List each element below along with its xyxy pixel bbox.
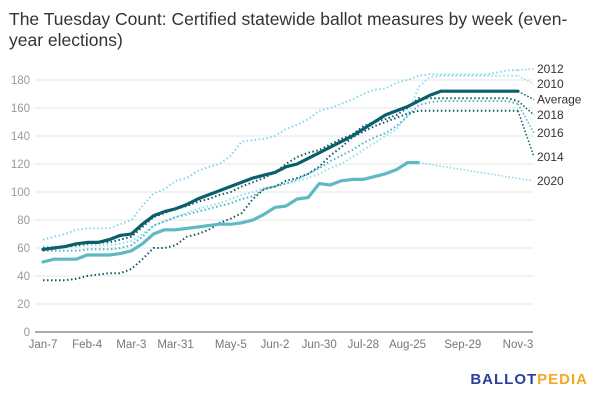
x-tick-label: Jun-2 <box>261 339 290 351</box>
x-tick-label: Sep-29 <box>444 339 481 351</box>
y-tick-label: 100 <box>11 187 30 199</box>
x-tick-label: Nov-3 <box>503 339 534 351</box>
y-tick-label: 180 <box>11 75 30 87</box>
series-line-2012 <box>42 69 518 241</box>
series-line-2010 <box>43 74 518 248</box>
x-tick-label: Jun-30 <box>302 339 337 351</box>
series-connector-average <box>517 90 535 101</box>
x-tick-label: Jan-7 <box>29 339 58 351</box>
x-tick-label: Feb-4 <box>72 339 103 351</box>
series-line-average <box>41 89 520 251</box>
series-projection-2020 <box>418 161 534 182</box>
y-tick-label: 160 <box>11 103 30 115</box>
series-connector-2010 <box>517 75 535 85</box>
y-tick-label: 20 <box>17 299 30 311</box>
logo-part-ballot: BALLOT <box>470 371 538 388</box>
x-tick-label: Aug-25 <box>389 339 426 351</box>
series-line-2018 <box>43 97 519 249</box>
x-tick-label: Mar-3 <box>116 339 146 351</box>
y-tick-label: 40 <box>17 271 30 283</box>
logo-part-pedia: PEDIA <box>537 371 588 388</box>
series-label-2016: 2016 <box>537 126 564 140</box>
y-tick-label: 0 <box>24 327 30 339</box>
series-line-2020 <box>41 161 421 264</box>
series-line-2016 <box>43 100 519 252</box>
y-tick-label: 80 <box>17 215 30 227</box>
series-label-2014: 2014 <box>537 150 564 164</box>
x-tick-label: Jul-28 <box>348 339 379 351</box>
series-label-2012: 2012 <box>537 62 564 76</box>
series-label-2020: 2020 <box>537 174 564 188</box>
series-connector-2014 <box>517 110 535 158</box>
x-tick-label: May-5 <box>215 339 247 351</box>
ballotpedia-logo: BALLOTPEDIA <box>470 371 588 388</box>
series-label-average: Average <box>537 93 582 107</box>
y-tick-label: 120 <box>11 159 30 171</box>
y-tick-label: 140 <box>11 131 30 143</box>
series-connector-2018 <box>517 100 535 116</box>
series-label-2010: 2010 <box>537 77 564 91</box>
y-tick-label: 60 <box>17 243 30 255</box>
series-connector-2012 <box>517 68 535 71</box>
chart-title: The Tuesday Count: Certified statewide b… <box>9 9 568 50</box>
series-label-2018: 2018 <box>537 108 564 122</box>
x-tick-label: Mar-31 <box>157 339 193 351</box>
